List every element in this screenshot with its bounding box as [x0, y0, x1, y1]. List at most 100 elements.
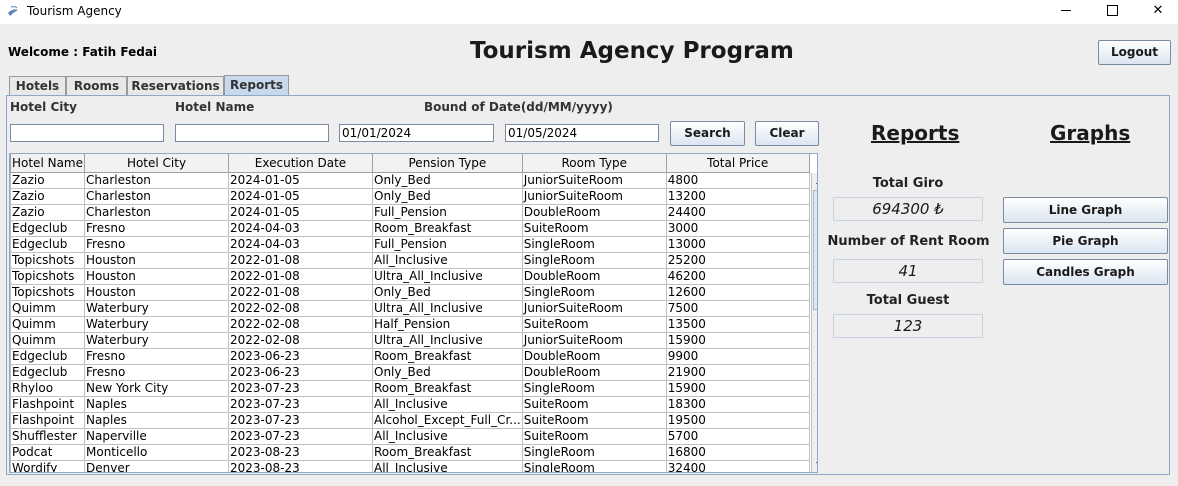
table-cell: Only_Bed: [372, 284, 523, 301]
table-cell: Topicshots: [10, 284, 85, 301]
table-row[interactable]: Topicshots Houston 2022-01-08 All_Inclusive…: [10, 252, 810, 269]
table-cell: SingleRoom: [521, 252, 667, 269]
table-cell: Fresno: [84, 364, 229, 381]
table-cell: Quimm: [10, 316, 85, 333]
table-cell: Charleston: [84, 188, 229, 205]
table-cell: 7500: [665, 300, 810, 317]
table-row[interactable]: Edgeclub Fresno 2023-06-23 Room_Breakfast Do…: [10, 348, 810, 365]
table-row[interactable]: Edgeclub Fresno 2024-04-03 Room_Breakfast Su…: [10, 220, 810, 237]
table-cell: SingleRoom: [521, 284, 667, 301]
table-cell: 16800: [665, 444, 810, 461]
table-cell: Shufflester: [10, 428, 85, 445]
table-cell: 4800: [665, 172, 810, 189]
table-cell: 2023-07-23: [228, 396, 373, 413]
table-cell: Topicshots: [10, 268, 85, 285]
scroll-thumb[interactable]: [813, 190, 817, 310]
column-header[interactable]: Pension Type: [372, 154, 523, 173]
reservations-table[interactable]: Hotel Name Hotel City Execution Date Pensio…: [9, 153, 818, 473]
total-giro-value: 694300 ₺: [833, 197, 983, 221]
table-cell: 2024-04-03: [228, 236, 373, 253]
table-cell: 13200: [665, 188, 810, 205]
hotel-city-label: Hotel City: [10, 100, 77, 114]
table-cell: SingleRoom: [521, 444, 667, 461]
scroll-up-icon[interactable]: [816, 179, 817, 184]
table-cell: Naples: [84, 396, 229, 413]
table-cell: Waterbury: [84, 300, 229, 317]
table-scrollbar[interactable]: [811, 173, 817, 472]
table-row[interactable]: Flashpoint Naples 2023-07-23 Alcohol_Except…: [10, 412, 810, 429]
column-header[interactable]: Room Type: [521, 154, 667, 173]
table-cell: 2023-06-23: [228, 364, 373, 381]
column-header[interactable]: Hotel City: [84, 154, 229, 173]
table-cell: JuniorSuiteRoom: [521, 188, 667, 205]
tab-hotels[interactable]: Hotels: [9, 76, 66, 96]
table-row[interactable]: Edgeclub Fresno 2023-06-23 Only_Bed DoubleRo…: [10, 364, 810, 381]
table-cell: Charleston: [84, 204, 229, 221]
reports-heading: Reports: [871, 121, 960, 145]
date-to-input[interactable]: 01/05/2024: [505, 124, 659, 142]
table-cell: All_Inclusive: [372, 396, 523, 413]
minimize-button[interactable]: [1043, 0, 1089, 24]
table-row[interactable]: Flashpoint Naples 2023-07-23 All_Inclusive S…: [10, 396, 810, 413]
table-cell: 19500: [665, 412, 810, 429]
table-row[interactable]: Wordify Denver 2023-08-23 All_Inclusive Sing…: [10, 460, 810, 472]
table-cell: Only_Bed: [372, 172, 523, 189]
clear-button[interactable]: Clear: [755, 121, 819, 146]
candles-graph-button[interactable]: Candles Graph: [1003, 259, 1168, 285]
table-cell: Alcohol_Except_Full_Cr...: [372, 412, 523, 429]
table-cell: 3000: [665, 220, 810, 237]
table-cell: DoubleRoom: [521, 348, 667, 365]
table-row[interactable]: Shufflester Naperville 2023-07-23 All_Inclu…: [10, 428, 810, 445]
close-button[interactable]: ✕: [1135, 0, 1178, 24]
tab-reports[interactable]: Reports: [224, 75, 289, 96]
table-cell: Quimm: [10, 300, 85, 317]
hotel-name-input[interactable]: [175, 124, 329, 142]
tab-reservations[interactable]: Reservations: [127, 76, 224, 96]
table-cell: Room_Breakfast: [372, 348, 523, 365]
table-cell: New York City: [84, 380, 229, 397]
table-row[interactable]: Topicshots Houston 2022-01-08 Only_Bed Singl…: [10, 284, 810, 301]
table-cell: 2022-02-08: [228, 332, 373, 349]
date-bound-label: Bound of Date(dd/MM/yyyy): [424, 100, 613, 114]
total-guest-value: 123: [833, 314, 983, 338]
table-cell: Fresno: [84, 236, 229, 253]
table-cell: Full_Pension: [372, 204, 523, 221]
table-row[interactable]: Podcat Monticello 2023-08-23 Room_Breakfast…: [10, 444, 810, 461]
window-title: Tourism Agency: [27, 4, 122, 18]
table-cell: Denver: [84, 460, 229, 472]
table-cell: 2023-07-23: [228, 412, 373, 429]
table-row[interactable]: Quimm Waterbury 2022-02-08 Half_Pension Suit…: [10, 316, 810, 333]
table-row[interactable]: Zazio Charleston 2024-01-05 Full_Pension Dou…: [10, 204, 810, 221]
search-button[interactable]: Search: [670, 121, 745, 146]
table-cell: 15900: [665, 380, 810, 397]
table-cell: 2024-04-03: [228, 220, 373, 237]
scroll-down-icon[interactable]: [816, 462, 817, 467]
table-cell: 46200: [665, 268, 810, 285]
hotel-city-input[interactable]: [10, 124, 164, 142]
logout-button[interactable]: Logout: [1098, 40, 1171, 65]
column-header[interactable]: Execution Date: [228, 154, 373, 173]
line-graph-button[interactable]: Line Graph: [1003, 197, 1168, 223]
table-row[interactable]: Quimm Waterbury 2022-02-08 Ultra_All_Inclus…: [10, 300, 810, 317]
table-cell: SuiteRoom: [521, 316, 667, 333]
date-from-input[interactable]: 01/01/2024: [339, 124, 494, 142]
table-cell: All_Inclusive: [372, 460, 523, 472]
tab-rooms[interactable]: Rooms: [66, 76, 127, 96]
table-cell: All_Inclusive: [372, 428, 523, 445]
table-row[interactable]: Zazio Charleston 2024-01-05 Only_Bed JuniorS…: [10, 172, 810, 189]
total-guest-label: Total Guest: [866, 293, 950, 308]
table-row[interactable]: Edgeclub Fresno 2024-04-03 Full_Pension Sing…: [10, 236, 810, 253]
table-row[interactable]: Zazio Charleston 2024-01-05 Only_Bed JuniorS…: [10, 188, 810, 205]
table-row[interactable]: Topicshots Houston 2022-01-08 Ultra_All_Inc…: [10, 268, 810, 285]
column-header[interactable]: Hotel Name: [10, 154, 85, 173]
pie-graph-button[interactable]: Pie Graph: [1003, 228, 1168, 254]
table-row[interactable]: Rhyloo New York City 2023-07-23 Room_Breakf…: [10, 380, 810, 397]
table-row[interactable]: Quimm Waterbury 2022-02-08 Ultra_All_Inclus…: [10, 332, 810, 349]
column-header[interactable]: Total Price: [665, 154, 810, 173]
minimize-icon: [1061, 10, 1071, 11]
maximize-button[interactable]: [1089, 0, 1135, 24]
table-cell: JuniorSuiteRoom: [521, 300, 667, 317]
table-cell: Naples: [84, 412, 229, 429]
table-cell: Waterbury: [84, 332, 229, 349]
table-cell: 2024-01-05: [228, 204, 373, 221]
